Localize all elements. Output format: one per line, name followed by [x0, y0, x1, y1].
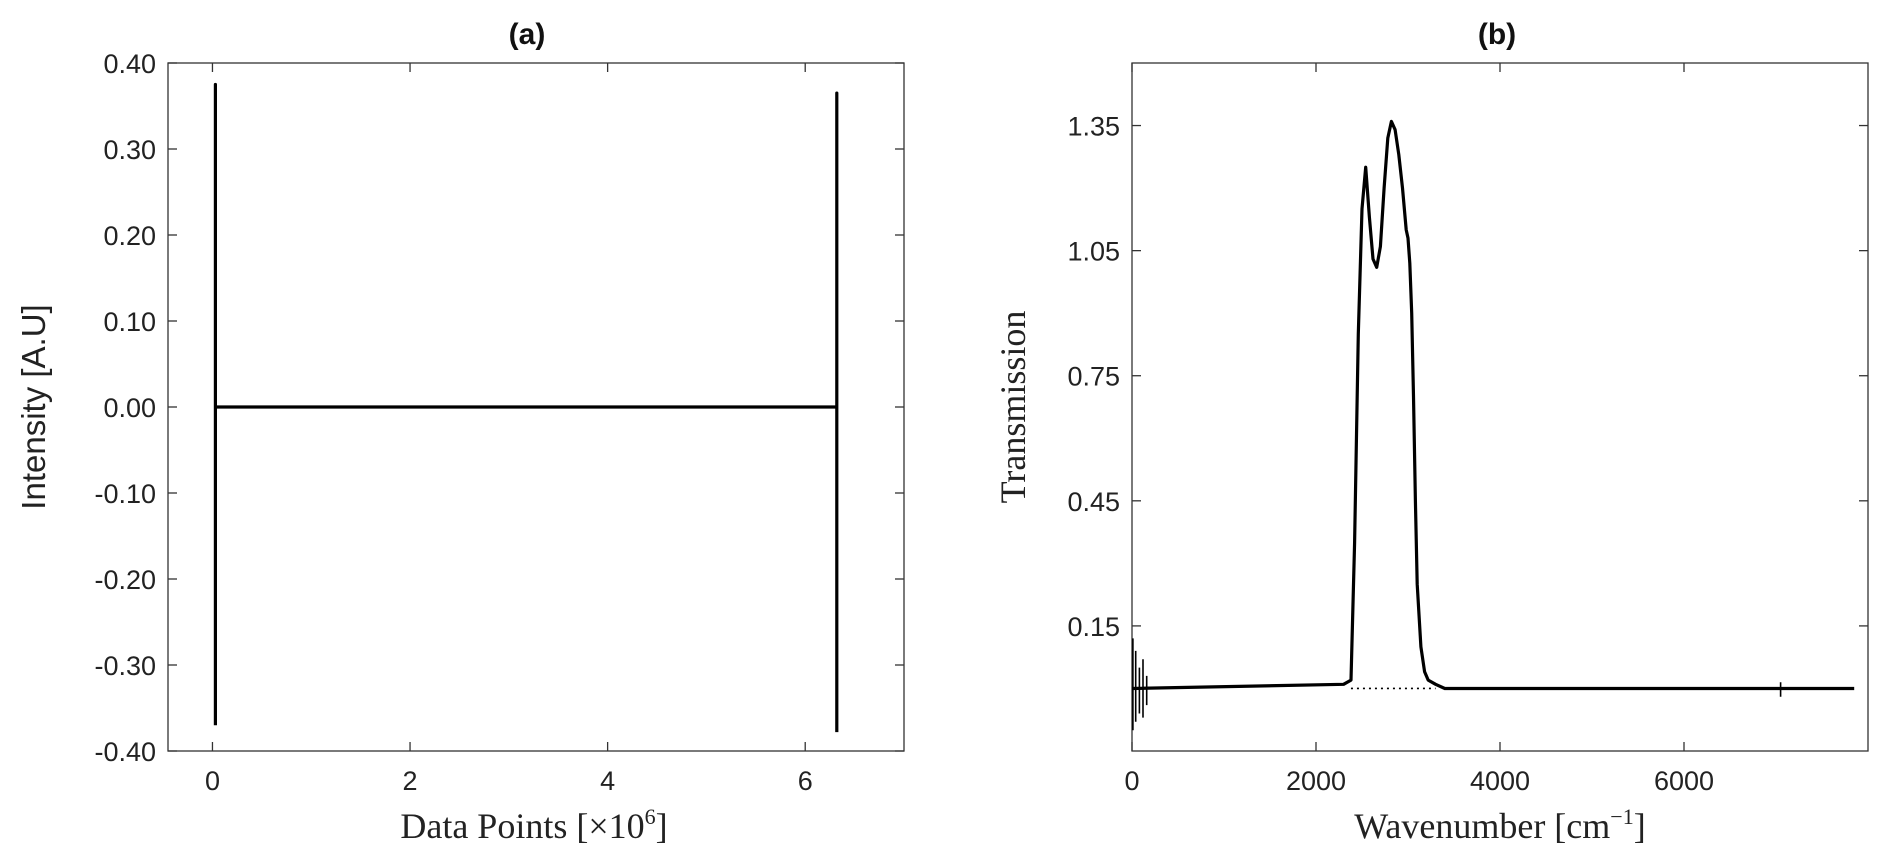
a-x-tick-label: 6: [798, 766, 813, 796]
panel-a-x-axis-label: Data Points [×106]: [400, 804, 667, 846]
b-y-tick-label: 1.35: [1067, 112, 1120, 142]
panel-a-x-axis-label-mult: ×10: [588, 806, 644, 846]
panel-b-y-axis-label: Transmission: [993, 311, 1033, 504]
panel-b-x-axis-label-main: Wavenumber [cm: [1354, 806, 1610, 846]
b-x-tick-label: 2000: [1286, 766, 1346, 796]
panel-a-x-axis-label-main: Data Points [: [400, 806, 588, 846]
a-y-tick-label: -0.30: [94, 651, 156, 681]
panel-a-series-line: [213, 82, 839, 733]
panel-a-x-axis-label-sup: 6: [645, 804, 656, 829]
a-y-tick-label: 0.40: [103, 49, 156, 79]
b-y-tick-label: 0.75: [1067, 362, 1120, 392]
panel-a: (a) 0.40 0.30 0.20 0.10 0.00 -0.10 -0.20 -0.30 -…: [15, 18, 905, 846]
b-x-tick-label: 4000: [1470, 766, 1530, 796]
panel-b-plot-frame: [1131, 62, 1869, 752]
a-y-tick-label: -0.40: [94, 737, 156, 767]
a-y-tick-label: -0.10: [94, 479, 156, 509]
a-x-tick-label: 4: [600, 766, 615, 796]
panel-a-y-axis-label: Intensity [A.U]: [15, 304, 52, 509]
a-x-tick-label: 2: [403, 766, 418, 796]
b-x-tick-label: 0: [1124, 766, 1139, 796]
panel-b-x-axis-label-sup: −1: [1610, 804, 1633, 829]
a-y-tick-label: -0.20: [94, 565, 156, 595]
panel-b-x-axis-label: Wavenumber [cm−1]: [1354, 804, 1645, 846]
panel-b-x-ticks: 0 2000 4000 6000: [1124, 63, 1714, 796]
a-y-tick-label: 0.00: [103, 393, 156, 423]
panel-b-noise: [1132, 638, 1782, 731]
panel-a-title: (a): [509, 18, 546, 51]
panel-b: (b) 1.35 1.05 0.75 0.45 0.15 0 2000 4000 6000 T…: [993, 18, 1869, 846]
b-y-tick-label: 0.15: [1067, 612, 1120, 642]
b-x-tick-label: 6000: [1654, 766, 1714, 796]
panel-a-x-axis-label-end: ]: [656, 806, 668, 846]
panel-a-y-ticks: 0.40 0.30 0.20 0.10 0.00 -0.10 -0.20 -0.30 -0.40: [94, 49, 904, 767]
a-y-tick-label: 0.10: [103, 307, 156, 337]
panel-b-title: (b): [1478, 18, 1516, 51]
panel-b-series-line: [1131, 119, 1855, 691]
a-y-tick-label: 0.20: [103, 221, 156, 251]
a-x-tick-label: 0: [205, 766, 220, 796]
panel-b-x-axis-label-end: ]: [1634, 806, 1646, 846]
panel-b-y-ticks: 1.35 1.05 0.75 0.45 0.15: [1067, 112, 1868, 642]
b-y-tick-label: 1.05: [1067, 237, 1120, 267]
panel-a-x-ticks: 0 2 4 6: [205, 63, 813, 796]
b-y-tick-label: 0.45: [1067, 487, 1120, 517]
a-y-tick-label: 0.30: [103, 135, 156, 165]
